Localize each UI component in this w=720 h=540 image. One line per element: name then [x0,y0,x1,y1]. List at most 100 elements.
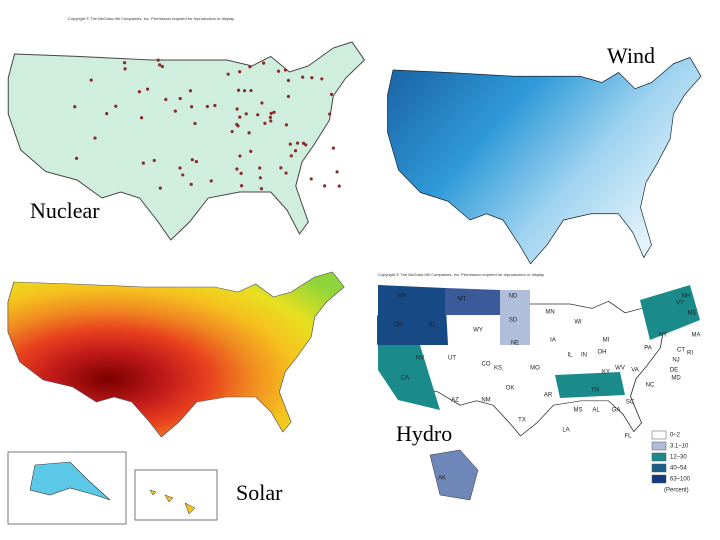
state-label: NM [481,398,490,404]
state-label: NH [682,294,691,300]
plant-dot [323,184,327,188]
plant-dot [189,105,194,109]
state-label: NY [659,333,667,339]
plant-dot [335,170,339,174]
hawaii-inset [134,469,218,521]
region [500,290,530,345]
plant-dot [295,141,300,145]
state-label: AL [592,408,600,414]
plant-dot [194,159,198,164]
plant-dot [139,116,144,120]
region [445,288,500,315]
legend-swatch [651,430,667,440]
state-label: CO [482,362,491,368]
plant-dot [331,146,335,150]
plant-dot [293,149,298,153]
plant-dot [272,110,276,114]
state-label: DE [670,368,678,374]
plant-dot [190,158,194,162]
state-label: WV [615,366,625,372]
map-label: Solar [236,480,283,505]
plant-dot [152,158,156,163]
state-label: VA [631,368,639,374]
state-label: ME [688,311,697,317]
plant-dot [276,69,281,73]
state-label: VT [676,301,684,307]
plant-dot [247,131,251,135]
plant-dot [242,89,247,93]
state-label: WI [574,320,582,326]
plant-dot [269,119,273,123]
legend-swatch [651,441,667,451]
state-label: GA [612,408,621,414]
region [640,285,700,340]
state-label: WY [473,328,483,334]
state-label: MN [545,310,554,316]
hydro-map: Copyright © The McGraw-Hill Companies, I… [376,272,701,501]
legend-label: 40–54 [670,466,687,472]
plant-dot [122,61,127,65]
state-label: IN [581,353,587,359]
plant-dot [284,123,289,127]
plant-dot [114,104,118,108]
plant-dot [89,78,93,82]
plant-dot [259,187,264,191]
state-label: IL [567,353,573,359]
plant-dot [320,77,324,81]
plant-dot [235,107,239,111]
plant-dot [93,136,97,140]
plant-dot [240,184,244,188]
region [555,372,625,398]
region [378,285,448,345]
plant-dots [73,58,341,191]
plant-dot [279,166,283,170]
plant-dot [309,177,313,181]
state-label: ID [429,323,436,329]
state-label: NV [416,356,424,362]
plant-dot [268,115,272,119]
map-label: Wind [607,43,655,68]
plant-dot [213,103,217,108]
plant-dot [328,112,332,116]
state-label: NE [511,341,519,347]
plant-dot [156,58,160,62]
map-label: Nuclear [30,198,100,223]
state-label: IA [550,338,556,344]
plant-dot [239,171,243,176]
state-label: CA [401,376,409,382]
state-label: AK [438,476,446,482]
solar-map [7,271,345,525]
plant-dot [73,105,77,109]
state-label: SD [509,318,518,324]
state-label: TX [518,418,526,424]
state-label: LA [562,428,569,434]
state-label: NJ [672,358,679,364]
state-label: TN [591,388,599,394]
us-outline [7,271,345,438]
plant-dot [261,61,266,65]
legend-label: 12–30 [670,455,687,461]
plant-dot [137,90,142,94]
state-label: MS [574,408,583,414]
state-label: SC [626,400,635,406]
plant-dot [337,184,341,188]
plant-dot [288,142,292,146]
state-label: MD [671,376,681,382]
plant-dot [283,68,288,72]
plant-dot [193,121,197,126]
region [378,345,440,410]
plant-dot [105,111,109,116]
state-label: MO [530,366,540,372]
nuclear-map: Copyright © The McGraw-Hill Companies, I… [0,10,375,250]
plant-dot [256,113,260,117]
legend-label: 0–2 [670,433,681,439]
map-label: Hydro [396,421,452,446]
plant-dot [141,161,145,165]
legend-swatch [651,463,667,473]
plant-dot [269,111,273,116]
plant-dot [209,179,213,183]
plant-dot [160,64,164,69]
plant-dot [238,70,242,74]
